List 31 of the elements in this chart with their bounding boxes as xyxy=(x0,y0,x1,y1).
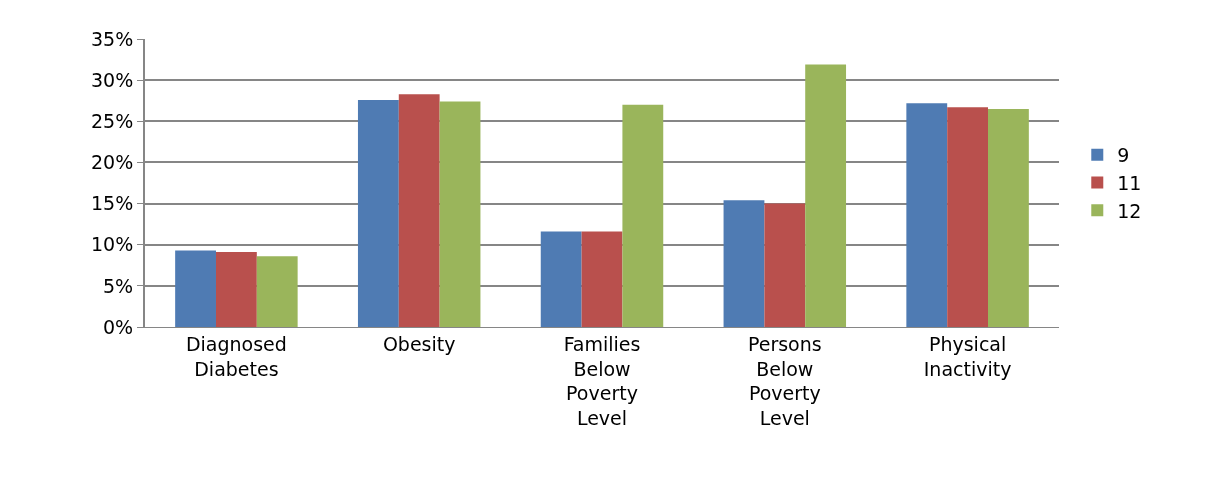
bar xyxy=(723,200,765,327)
bar xyxy=(175,250,216,327)
bar xyxy=(256,256,298,327)
bar xyxy=(215,252,257,327)
y-tick-label: 30% xyxy=(90,68,134,91)
y-tick-label: 25% xyxy=(90,109,134,132)
x-tick-label: Families Below Poverty Level xyxy=(563,332,641,429)
bar xyxy=(906,103,948,327)
bar xyxy=(988,108,1029,327)
bar xyxy=(805,64,847,327)
y-tick-label: 5% xyxy=(103,274,134,297)
bar xyxy=(398,94,440,327)
bar xyxy=(439,101,481,327)
bar xyxy=(622,104,664,327)
x-tick-label: Obesity xyxy=(382,332,456,355)
x-tick-label: Diagnosed Diabetes xyxy=(185,332,287,380)
bar xyxy=(540,231,582,327)
bar xyxy=(357,99,399,327)
y-tick-label: 35% xyxy=(90,27,134,50)
legend-label: 11 xyxy=(1117,171,1142,194)
bar xyxy=(581,231,623,327)
x-tick-label: Persons Below Poverty Level xyxy=(747,332,822,429)
y-tick-label: 10% xyxy=(90,233,134,256)
bar xyxy=(947,107,989,327)
y-tick-label: 0% xyxy=(103,315,134,338)
y-tick-label: 20% xyxy=(90,151,134,174)
legend-label: 9 xyxy=(1117,144,1130,167)
bar xyxy=(764,203,806,327)
legend-label: 12 xyxy=(1117,199,1142,222)
x-tick-label: Physical Inactivity xyxy=(923,332,1012,380)
y-tick-label: 15% xyxy=(90,192,134,215)
